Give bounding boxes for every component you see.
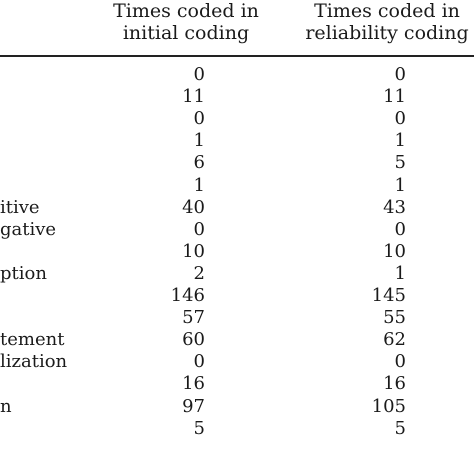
table-row: 11 11 — [0, 86, 474, 107]
row-label: gative — [0, 218, 57, 240]
table-row: 16 16 — [0, 373, 474, 394]
row-label: ption — [0, 262, 47, 284]
header-reliability-coding: Times coded in reliability coding — [300, 0, 474, 44]
reliability-coding-count: 105 — [371, 395, 406, 417]
reliability-coding-count: 1 — [394, 262, 406, 284]
table-row: n 97 105 — [0, 396, 474, 417]
reliability-coding-count: 43 — [383, 196, 406, 218]
initial-coding-count: 0 — [193, 218, 205, 240]
initial-coding-count: 0 — [193, 351, 205, 373]
header-reliability-line-2: reliability coding — [305, 22, 469, 44]
table-row: ption 2 1 — [0, 263, 474, 284]
initial-coding-count: 5 — [193, 417, 205, 439]
row-label: n — [0, 395, 12, 417]
initial-coding-count: 10 — [182, 240, 205, 262]
initial-coding-count: 97 — [182, 395, 205, 417]
initial-coding-count: 11 — [182, 86, 205, 108]
initial-coding-count: 1 — [193, 174, 205, 196]
initial-coding-count: 16 — [182, 373, 205, 395]
header-initial-coding: Times coded in initial coding — [96, 0, 276, 44]
reliability-coding-count: 0 — [394, 218, 406, 240]
table-row: lization 0 0 — [0, 351, 474, 372]
table-row: tement 60 62 — [0, 329, 474, 350]
initial-coding-count: 6 — [193, 152, 205, 174]
initial-coding-count: 2 — [193, 262, 205, 284]
reliability-coding-count: 62 — [383, 329, 406, 351]
reliability-coding-count: 16 — [383, 373, 406, 395]
reliability-coding-count: 145 — [371, 285, 406, 306]
header-initial-line-1: Times coded in — [113, 0, 259, 22]
reliability-coding-count: 1 — [394, 174, 406, 196]
initial-coding-count: 57 — [182, 307, 205, 329]
header-initial-line-2: initial coding — [122, 22, 250, 44]
reliability-coding-count: 1 — [394, 130, 406, 152]
table-row: 10 10 — [0, 241, 474, 262]
reliability-coding-count: 5 — [394, 152, 406, 174]
initial-coding-count: 40 — [182, 196, 205, 218]
reliability-coding-count: 0 — [394, 351, 406, 373]
initial-coding-count: 0 — [193, 108, 205, 130]
reliability-coding-count: 0 — [394, 108, 406, 130]
reliability-coding-count: 5 — [394, 417, 406, 439]
row-label: tement — [0, 329, 65, 351]
reliability-coding-count: 10 — [383, 240, 406, 262]
row-label: itive — [0, 196, 40, 218]
header-reliability-line-1: Times coded in — [314, 0, 460, 22]
table-row: 146 145 — [0, 285, 474, 306]
reliability-coding-count: 0 — [394, 64, 406, 85]
table-row: itive 40 43 — [0, 197, 474, 218]
table-row: 57 55 — [0, 307, 474, 328]
initial-coding-count: 146 — [170, 285, 205, 306]
initial-coding-count: 1 — [193, 130, 205, 152]
initial-coding-count: 0 — [193, 64, 205, 85]
reliability-coding-count: 55 — [383, 307, 406, 329]
reliability-coding-count: 11 — [383, 86, 406, 108]
initial-coding-count: 60 — [182, 329, 205, 351]
table-row: gative 0 0 — [0, 219, 474, 240]
header-rule — [0, 55, 474, 57]
row-label: lization — [0, 351, 68, 373]
